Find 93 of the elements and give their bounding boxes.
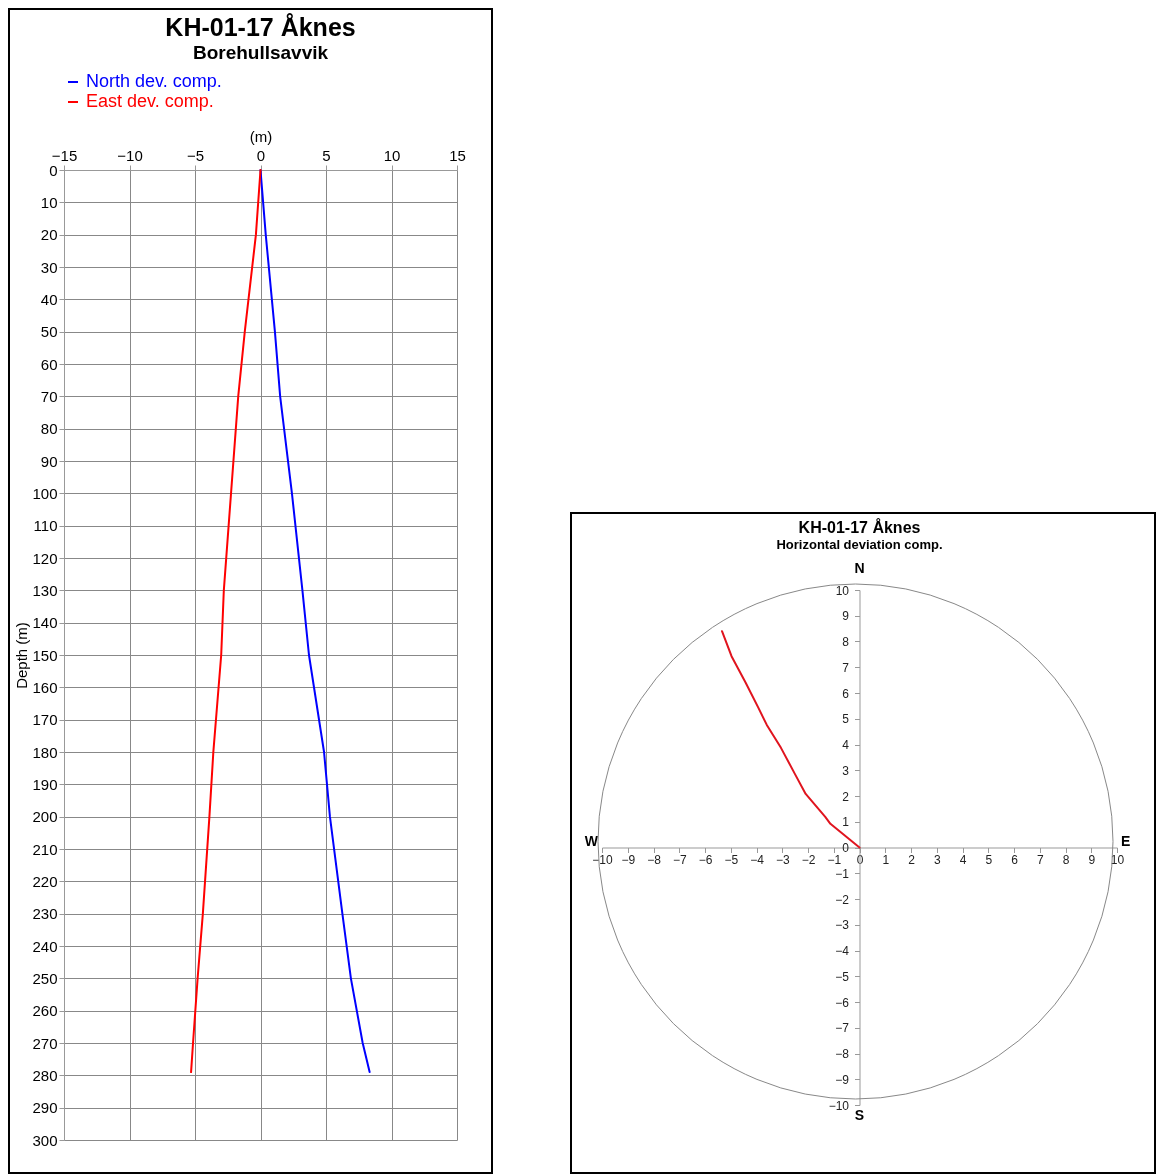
y-tick-label: 90 (40, 452, 58, 470)
x-tick-label: −10 (592, 853, 613, 867)
y-tick-label: 220 (32, 872, 58, 890)
y-tick-label: 230 (32, 905, 58, 923)
y-tick-label: 40 (40, 290, 58, 308)
x-tick-label: 5 (985, 853, 993, 867)
y-tick-label: 100 (32, 484, 58, 502)
y-tick-label: 170 (32, 711, 58, 729)
x-tick-label: 0 (256, 146, 266, 164)
y-tick-label: 60 (40, 355, 58, 373)
legend-label: East dev. comp. (86, 91, 214, 111)
x-axis-title: (m) (249, 127, 273, 145)
y-tick-label: 130 (32, 581, 58, 599)
y-tick-label: −1 (835, 866, 850, 881)
y-tick-label: 1 (842, 815, 850, 830)
text: S (854, 1107, 865, 1123)
y-tick-label: 70 (40, 387, 58, 405)
x-tick-label: −8 (647, 853, 662, 867)
y-tick-label: −5 (835, 969, 850, 984)
y-tick-label: 9 (842, 609, 850, 624)
y-tick-label: −10 (828, 1098, 850, 1113)
x-tick-label: 5 (322, 146, 331, 164)
y-tick-label: 50 (40, 323, 58, 341)
x-tick-label: −9 (621, 853, 636, 867)
x-tick-label: −5 (724, 853, 739, 867)
y-tick-label: 110 (33, 517, 58, 535)
y-tick-label: 260 (32, 1002, 58, 1020)
y-tick-label: −7 (835, 1021, 850, 1036)
y-tick-label: 10 (40, 193, 58, 211)
line-series (190, 169, 262, 1074)
x-tick-label: −2 (801, 853, 816, 867)
y-tick-label: 20 (40, 226, 58, 244)
y-tick-label: 4 (842, 738, 850, 752)
y-tick-label: 10 (835, 583, 850, 598)
x-tick-label: 9 (1088, 853, 1096, 867)
chart-title: KH-01-17 Åknes (798, 518, 921, 536)
chart-title: KH-01-17 Åknes (165, 13, 356, 41)
x-tick-label: 0 (856, 853, 864, 867)
y-tick-label: 2 (842, 789, 850, 804)
x-tick-label: 10 (383, 146, 401, 164)
y-tick-label: −3 (835, 918, 850, 933)
x-tick-label: −5 (186, 146, 205, 164)
line-series (259, 169, 371, 1074)
y-tick-label: 300 (32, 1131, 58, 1149)
y-tick-label: 280 (32, 1066, 58, 1084)
x-tick-label: −6 (698, 853, 713, 867)
text: E (1121, 832, 1131, 849)
x-tick-label: 1 (882, 853, 890, 867)
x-tick-label: −15 (51, 146, 78, 164)
y-tick-label: −9 (835, 1072, 850, 1087)
y-tick-label: −6 (835, 995, 850, 1010)
x-tick-label: 15 (449, 146, 466, 164)
y-tick-label: 6 (842, 686, 850, 701)
chart-subtitle: Horizontal deviation comp. (776, 537, 943, 552)
y-tick-label: 140 (32, 614, 58, 632)
y-tick-label: 290 (32, 1099, 58, 1117)
y-tick-label: 190 (32, 775, 58, 793)
x-tick-label: 7 (1036, 853, 1044, 867)
x-tick-label: 3 (933, 853, 941, 867)
x-tick-label: −4 (750, 853, 765, 867)
y-tick-label: 5 (842, 712, 850, 727)
x-tick-label: 6 (1011, 853, 1019, 867)
y-tick-label: −8 (835, 1047, 850, 1061)
y-tick-label: 0 (842, 841, 850, 855)
y-tick-label: 120 (32, 549, 58, 567)
y-tick-label: 160 (32, 678, 58, 696)
y-tick-label: 270 (32, 1034, 58, 1052)
x-tick-label: 4 (959, 853, 967, 867)
x-tick-label: −3 (775, 853, 790, 867)
x-tick-label: 10 (1110, 853, 1125, 867)
text: W (584, 832, 599, 849)
y-tick-label: 30 (40, 258, 58, 276)
y-tick-label: −2 (835, 892, 850, 907)
y-tick-label: 250 (32, 969, 58, 987)
y-tick-label: 3 (842, 763, 850, 778)
y-tick-label: 240 (32, 937, 58, 955)
y-tick-label: 210 (32, 840, 58, 858)
legend-label: North dev. comp. (86, 71, 222, 91)
y-tick-label: −4 (835, 944, 850, 958)
y-tick-label: 80 (40, 420, 58, 438)
y-tick-label: 8 (842, 635, 850, 649)
x-tick-label: 2 (908, 853, 916, 867)
x-tick-label: −10 (117, 146, 143, 164)
y-tick-label: 150 (32, 646, 58, 664)
y-axis-title: Depth (m) (13, 622, 31, 689)
x-tick-label: 8 (1062, 853, 1070, 867)
y-tick-label: 7 (842, 660, 850, 675)
chart-subtitle: Borehullsavvik (192, 42, 329, 63)
text: N (854, 560, 865, 576)
y-tick-label: 200 (32, 808, 58, 826)
y-tick-label: 180 (32, 743, 58, 761)
x-tick-label: −7 (672, 853, 687, 867)
y-tick-label: 0 (49, 161, 58, 179)
